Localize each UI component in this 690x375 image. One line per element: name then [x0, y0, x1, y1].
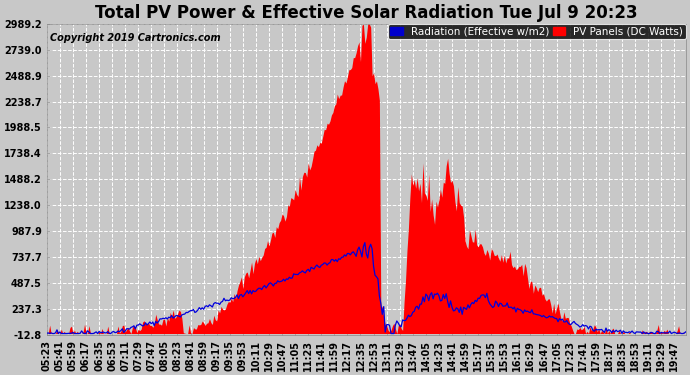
Text: Copyright 2019 Cartronics.com: Copyright 2019 Cartronics.com — [50, 33, 221, 43]
Title: Total PV Power & Effective Solar Radiation Tue Jul 9 20:23: Total PV Power & Effective Solar Radiati… — [95, 4, 638, 22]
Legend: Radiation (Effective w/m2), PV Panels (DC Watts): Radiation (Effective w/m2), PV Panels (D… — [388, 24, 686, 39]
